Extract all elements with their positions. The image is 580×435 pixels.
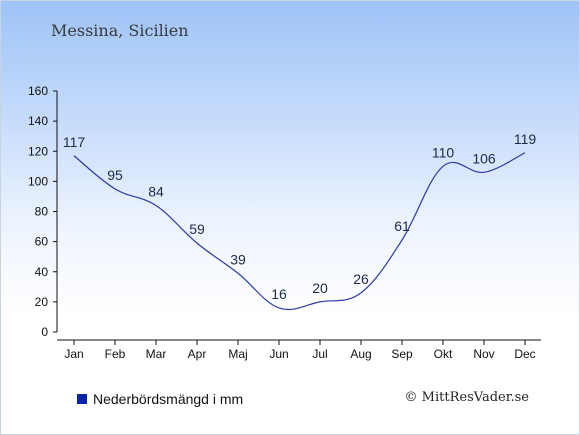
- y-tick-label: 0: [41, 325, 48, 339]
- data-label: 119: [514, 131, 537, 147]
- y-tick-label: 20: [35, 295, 49, 309]
- data-label: 84: [148, 183, 164, 199]
- y-tick-label: 80: [35, 205, 49, 219]
- y-tick-label: 120: [28, 144, 48, 158]
- data-label: 106: [472, 150, 496, 166]
- x-tick-label: Aug: [350, 347, 371, 361]
- x-tick-label: Maj: [228, 347, 247, 361]
- x-tick-label: Okt: [434, 347, 453, 361]
- x-tick-label: Apr: [188, 347, 207, 361]
- x-tick-label: Nov: [473, 347, 494, 361]
- legend: Nederbördsmängd i mm: [77, 391, 243, 407]
- y-tick-label: 160: [28, 84, 48, 98]
- data-label: 20: [312, 280, 328, 296]
- x-tick-label: Dec: [514, 347, 535, 361]
- x-tick-label: Feb: [105, 347, 126, 361]
- y-tick-label: 60: [35, 235, 49, 249]
- legend-swatch: [77, 394, 87, 404]
- data-label: 59: [189, 221, 205, 237]
- precipitation-chart: 0 20 40 60 80 100 120 140 160 Jan Feb Mar Apr Maj Jun J…: [28, 84, 541, 361]
- x-tick-label: Sep: [391, 347, 413, 361]
- x-tick-label: Jan: [64, 347, 83, 361]
- data-label: 16: [271, 286, 287, 302]
- series-line: [73, 152, 526, 311]
- data-label: 39: [230, 251, 246, 267]
- data-label: 95: [107, 167, 123, 183]
- y-tick-label: 40: [35, 265, 49, 279]
- chart-title: Messina, Sicilien: [51, 21, 189, 40]
- data-label: 61: [394, 218, 410, 234]
- data-label: 117: [63, 134, 86, 150]
- copyright-text: © MittResVader.se: [404, 390, 529, 405]
- data-label: 26: [353, 271, 369, 287]
- x-tick-label: Mar: [146, 347, 167, 361]
- x-tick-label: Jul: [312, 347, 327, 361]
- data-label: 110: [432, 144, 455, 160]
- y-tick-label: 100: [28, 174, 48, 188]
- legend-label: Nederbördsmängd i mm: [93, 391, 244, 407]
- y-tick-label: 140: [28, 114, 48, 128]
- x-tick-label: Jun: [269, 347, 288, 361]
